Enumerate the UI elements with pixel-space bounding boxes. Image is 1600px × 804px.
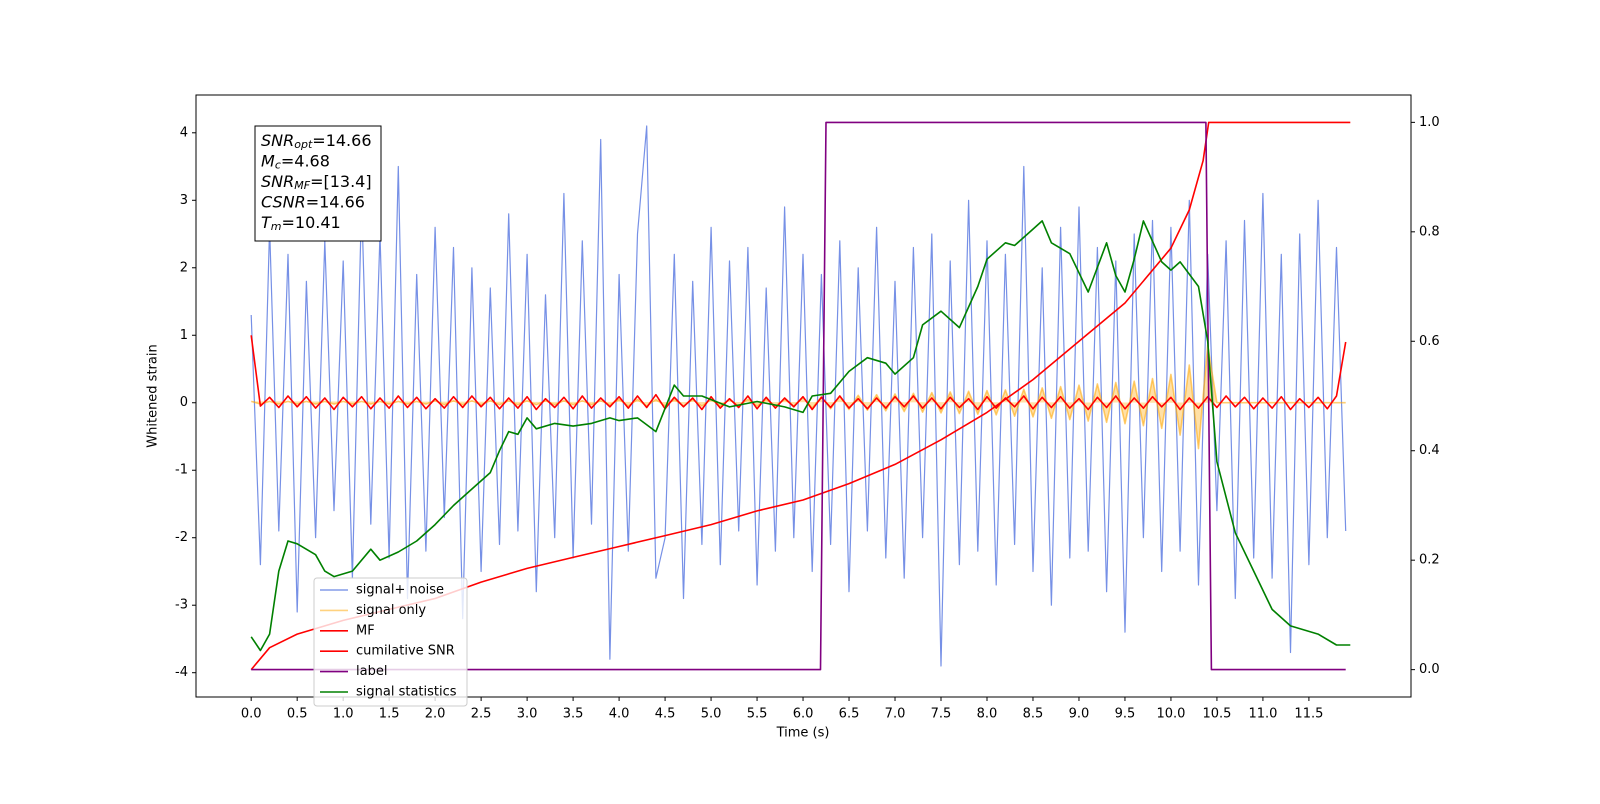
- x-tick-label: 3.5: [563, 707, 584, 722]
- legend: signal+ noise signal only MF cumilative SNR…: [313, 577, 468, 707]
- annotation-line: Tm=10.41: [261, 213, 341, 234]
- x-tick-label: 3.0: [517, 707, 538, 722]
- series-line: [250, 335, 1347, 411]
- y-tick-label: -1: [175, 463, 188, 478]
- y-tick-label: -3: [175, 598, 188, 613]
- annotation-value: =14.66: [306, 192, 365, 211]
- x-tick-label: 9.0: [1069, 707, 1090, 722]
- x-tick-label: 7.0: [885, 707, 906, 722]
- y-axis-label: Whitened strain: [146, 344, 161, 447]
- y-tick-label: 1: [180, 328, 188, 343]
- x-axis-label: Time (s): [776, 726, 830, 741]
- x-tick-label: 0.0: [241, 707, 262, 722]
- legend-label: signal only: [356, 603, 426, 618]
- annotation-line: CSNR=14.66: [261, 192, 365, 211]
- y-tick-label: -2: [175, 530, 188, 545]
- x-tick-label: 11.5: [1294, 707, 1323, 722]
- x-tick-label: 5.0: [701, 707, 722, 722]
- x-tick-label: 1.0: [333, 707, 354, 722]
- annotation-symbol: SNR: [261, 131, 294, 150]
- series-line: [250, 125, 1347, 667]
- legend-label: label: [356, 664, 387, 679]
- annotation-symbol: CSNR: [261, 192, 306, 211]
- legend-label: signal+ noise: [356, 583, 444, 598]
- y2-tick-label: 1.0: [1419, 115, 1440, 130]
- annotation-subscript: m: [271, 220, 282, 233]
- x-tick-label: 9.5: [1115, 707, 1136, 722]
- annotation-value: =14.66: [312, 131, 371, 150]
- x-tick-label: 10.0: [1156, 707, 1185, 722]
- annotation-line: SNRMF=[13.4]: [261, 172, 372, 193]
- annotation-box: SNRopt=14.66Mc=4.68SNRMF=[13.4]CSNR=14.6…: [254, 125, 382, 242]
- x-tick-label: 1.5: [379, 707, 400, 722]
- y-tick-label: 0: [180, 395, 188, 410]
- annotation-value: =10.41: [282, 213, 341, 232]
- y-tick-label: 4: [180, 125, 188, 140]
- x-tick-label: 2.5: [471, 707, 492, 722]
- y2-tick-label: 0.4: [1419, 443, 1440, 458]
- y-tick-label: 2: [180, 260, 188, 275]
- y2-tick-label: 0.6: [1419, 334, 1440, 349]
- x-tick-label: 8.5: [1023, 707, 1044, 722]
- legend-label: cumilative SNR: [356, 644, 455, 659]
- x-tick-label: 8.0: [977, 707, 998, 722]
- y-tick-label: -4: [175, 665, 188, 680]
- legend-label: signal statistics: [356, 685, 457, 700]
- annotation-value: =4.68: [281, 151, 330, 170]
- y-tick-label: 3: [180, 193, 188, 208]
- legend-label: MF: [356, 623, 375, 638]
- annotation-line: SNRopt=14.66: [261, 131, 372, 152]
- x-tick-label: 10.5: [1202, 707, 1231, 722]
- x-tick-label: 6.0: [793, 707, 814, 722]
- y2-tick-label: 0.8: [1419, 224, 1440, 239]
- annotation-subscript: c: [275, 159, 281, 172]
- x-tick-label: 4.0: [609, 707, 630, 722]
- x-tick-label: 0.5: [287, 707, 308, 722]
- annotation-subscript: MF: [294, 179, 310, 192]
- series-line: [250, 220, 1351, 652]
- annotation-value: =[13.4]: [310, 172, 372, 191]
- annotation-symbol: SNR: [261, 172, 294, 191]
- annotation-line: Mc=4.68: [261, 151, 330, 172]
- x-tick-label: 2.0: [425, 707, 446, 722]
- annotation-symbol: M: [261, 151, 275, 170]
- y2-tick-label: 0.0: [1419, 662, 1440, 677]
- annotation-subscript: opt: [294, 138, 313, 151]
- legend-frame: [313, 577, 468, 707]
- x-tick-label: 11.0: [1248, 707, 1277, 722]
- x-tick-label: 4.5: [655, 707, 676, 722]
- x-tick-label: 6.5: [839, 707, 860, 722]
- x-tick-label: 7.5: [931, 707, 952, 722]
- annotation-symbol: T: [261, 213, 272, 232]
- series-line: [251, 121, 1346, 671]
- annotation-frame: [254, 125, 382, 242]
- x-tick-label: 5.5: [747, 707, 768, 722]
- y2-tick-label: 0.2: [1419, 553, 1440, 568]
